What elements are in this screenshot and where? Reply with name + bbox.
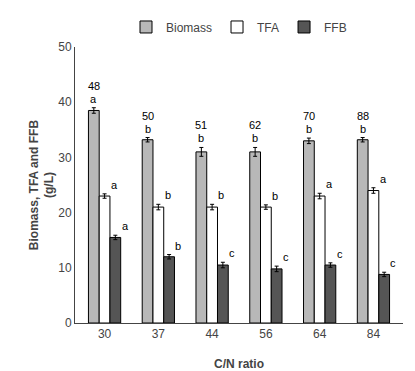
svg-text:b: b (252, 132, 258, 144)
svg-text:c: c (390, 257, 396, 269)
svg-text:a: a (122, 220, 129, 232)
svg-text:b: b (360, 123, 366, 135)
svg-text:FFB: FFB (324, 21, 347, 35)
svg-text:88: 88 (357, 110, 369, 122)
svg-text:40: 40 (58, 95, 72, 109)
svg-text:62: 62 (249, 119, 261, 131)
svg-text:b: b (145, 123, 151, 135)
svg-text:51: 51 (195, 119, 207, 131)
svg-text:37: 37 (152, 327, 166, 341)
svg-text:44: 44 (205, 327, 219, 341)
svg-text:84: 84 (367, 327, 381, 341)
svg-text:c: c (337, 248, 343, 260)
svg-text:c: c (229, 247, 235, 259)
svg-text:70: 70 (303, 110, 315, 122)
svg-text:Biomass, TFA and FFB(g/L): Biomass, TFA and FFB(g/L) (27, 120, 57, 251)
svg-text:a: a (380, 173, 387, 185)
svg-text:b: b (306, 123, 312, 135)
svg-text:30: 30 (58, 151, 72, 165)
svg-text:48: 48 (88, 80, 100, 92)
svg-text:a: a (90, 93, 97, 105)
svg-text:10: 10 (58, 261, 72, 275)
svg-text:Biomass: Biomass (166, 21, 212, 35)
svg-text:b: b (165, 189, 171, 201)
svg-text:30: 30 (98, 327, 112, 341)
svg-text:C/N ratio: C/N ratio (214, 357, 264, 371)
svg-text:b: b (218, 189, 224, 201)
svg-text:c: c (283, 251, 289, 263)
svg-text:50: 50 (58, 40, 72, 54)
svg-text:TFA: TFA (257, 21, 279, 35)
svg-text:b: b (272, 190, 278, 202)
svg-text:a: a (111, 179, 118, 191)
svg-text:64: 64 (313, 327, 327, 341)
svg-text:20: 20 (58, 206, 72, 220)
svg-text:b: b (198, 132, 204, 144)
svg-text:0: 0 (65, 316, 72, 330)
svg-text:56: 56 (259, 327, 273, 341)
svg-text:b: b (175, 240, 181, 252)
svg-text:a: a (326, 178, 333, 190)
svg-text:50: 50 (142, 110, 154, 122)
